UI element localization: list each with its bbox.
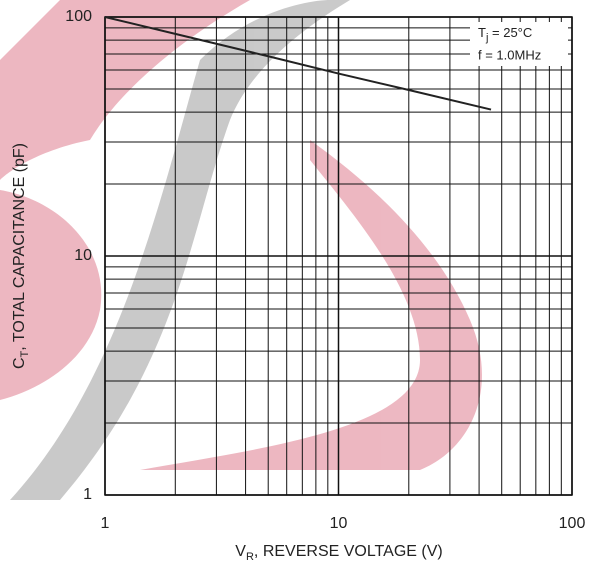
x-axis-label: VR, REVERSE VOLTAGE (V) [235,543,442,563]
x-tick-label: 100 [559,515,586,532]
y-tick-label: 1 [83,486,92,503]
x-tick-label: 1 [101,515,110,532]
annotation: f = 1.0MHz [478,47,541,62]
y-tick-label: 10 [74,247,92,264]
grid [104,16,573,496]
annotation-box [470,22,568,66]
x-tick-label: 10 [330,515,348,532]
annotation: Tj = 25°C [478,25,532,43]
y-axis-label: CT, TOTAL CAPACITANCE (pF) [11,143,31,369]
watermark [0,0,482,500]
line-series [104,16,492,111]
y-tick-label: 100 [65,8,92,25]
